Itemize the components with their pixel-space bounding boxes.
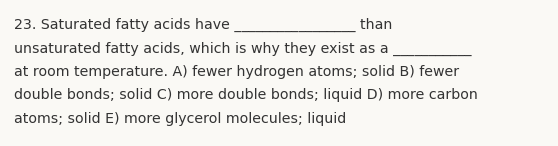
Text: at room temperature. A) fewer hydrogen atoms; solid B) fewer: at room temperature. A) fewer hydrogen a… <box>14 65 459 79</box>
Text: atoms; solid E) more glycerol molecules; liquid: atoms; solid E) more glycerol molecules;… <box>14 112 347 126</box>
Text: 23. Saturated fatty acids have _________________ than: 23. Saturated fatty acids have _________… <box>14 18 392 32</box>
Text: unsaturated fatty acids, which is why they exist as a ___________: unsaturated fatty acids, which is why th… <box>14 41 472 56</box>
Text: double bonds; solid C) more double bonds; liquid D) more carbon: double bonds; solid C) more double bonds… <box>14 88 478 102</box>
